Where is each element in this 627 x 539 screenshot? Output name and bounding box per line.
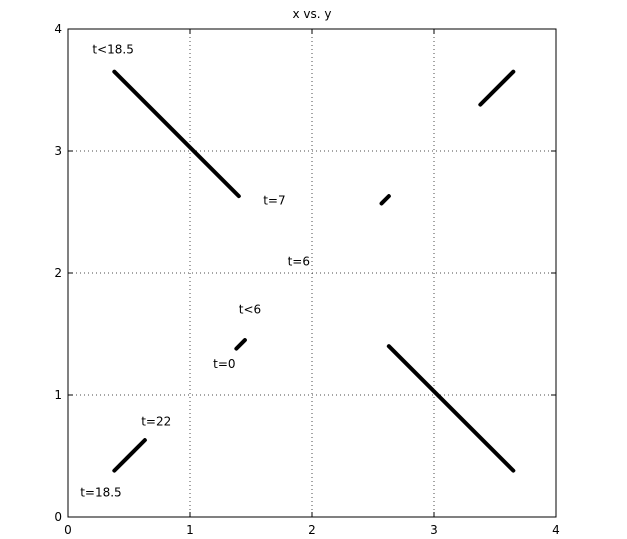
data-series — [112, 69, 516, 473]
y-tick-labels: 0 1 2 3 4 — [54, 22, 62, 524]
series-segment-4 — [234, 338, 247, 351]
annotation-label: t<6 — [239, 302, 261, 316]
grid — [68, 29, 556, 517]
series-segment-2 — [478, 69, 516, 107]
x-tick-label: 1 — [186, 523, 194, 537]
y-tick-label: 3 — [54, 144, 62, 158]
x-tick-label: 3 — [430, 523, 438, 537]
x-tick-label: 2 — [308, 523, 316, 537]
series-segment-5 — [386, 344, 516, 473]
x-tick-label: 4 — [552, 523, 560, 537]
x-tick-label: 0 — [64, 523, 72, 537]
y-tick-label: 2 — [54, 266, 62, 280]
axis-ticks — [67, 28, 557, 518]
x-tick-labels: 0 1 2 3 4 — [64, 523, 560, 537]
y-tick-label: 4 — [54, 22, 62, 36]
y-tick-label: 1 — [54, 388, 62, 402]
annotations: t<18.5 t=7 t=6 t<6 t=0 t=22 t=18.5 — [80, 42, 310, 499]
series-segment-1 — [112, 69, 241, 199]
series-segment-6 — [112, 438, 147, 473]
annotation-label: t=0 — [213, 357, 235, 371]
annotation-label: t=6 — [288, 255, 310, 269]
annotation-label: t<18.5 — [92, 42, 133, 56]
y-tick-label: 0 — [54, 510, 62, 524]
chart-title: x vs. y — [293, 7, 332, 21]
annotation-label: t=18.5 — [80, 485, 121, 499]
series-segment-3 — [379, 194, 391, 206]
annotation-label: t=7 — [263, 194, 285, 208]
annotation-label: t=22 — [141, 415, 171, 429]
